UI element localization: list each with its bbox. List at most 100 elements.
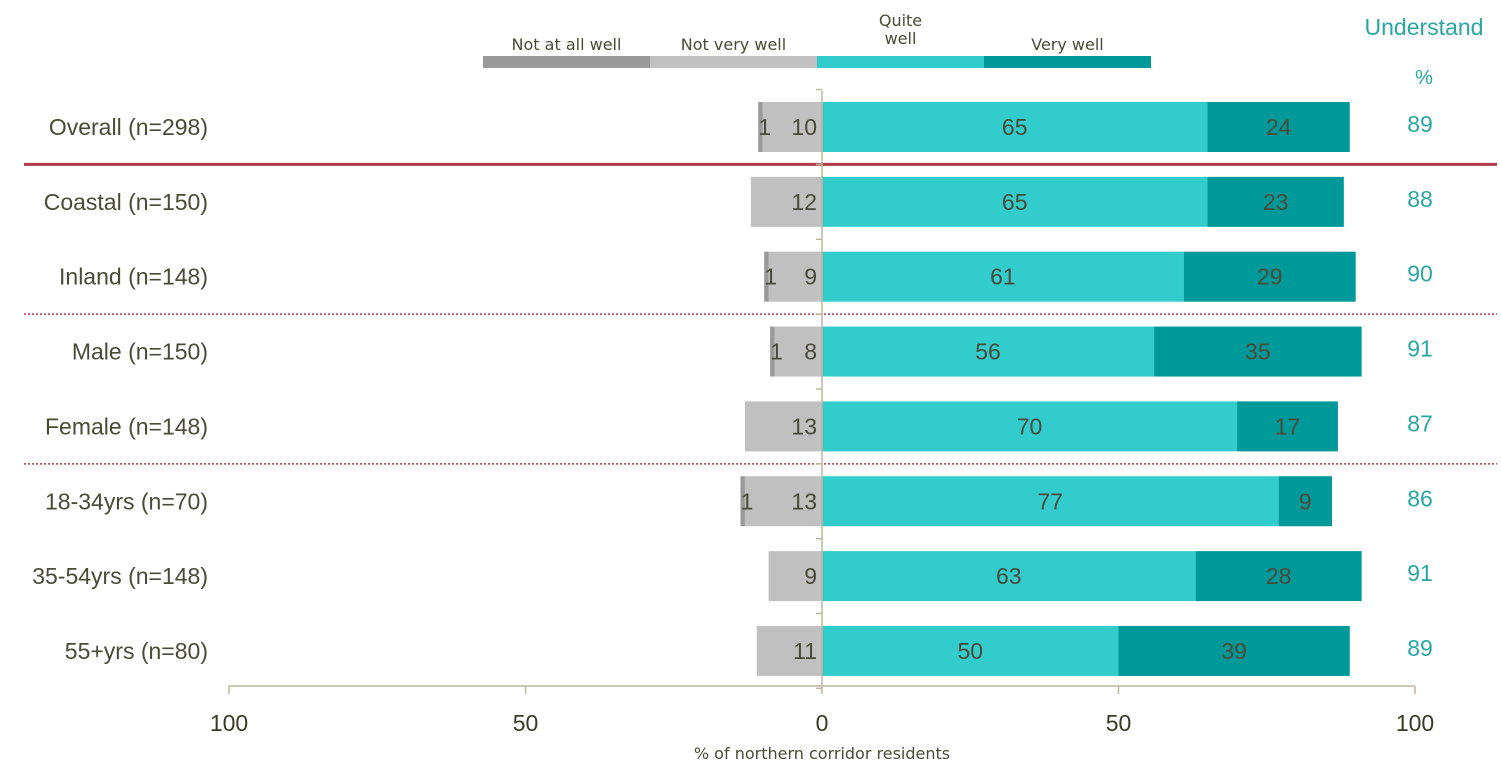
bar-quite-well	[822, 326, 1155, 377]
bar-quite-well	[822, 251, 1184, 302]
understand-value: 87	[1407, 410, 1433, 436]
bar-not-at-all-well	[740, 476, 745, 527]
label-quite-well: 70	[1017, 413, 1043, 439]
category-label: Female (n=148)	[45, 413, 208, 439]
label-very-well: 24	[1266, 114, 1292, 140]
category-label: Coastal (n=150)	[44, 189, 208, 215]
bar-quite-well	[822, 625, 1119, 676]
category-label: 35-54yrs (n=148)	[32, 563, 208, 589]
bar-row: Female (n=148) 13 70 17 87	[45, 401, 1433, 452]
label-very-well: 35	[1245, 339, 1271, 365]
bar-row: Male (n=150) 81 56 35 91	[72, 326, 1433, 377]
bar-very-well	[1207, 176, 1344, 227]
x-tick-label: 0	[816, 710, 829, 736]
category-label: 18-34yrs (n=70)	[45, 488, 208, 514]
label-very-well: 23	[1263, 189, 1289, 215]
bar-not-very-well	[744, 401, 822, 452]
bar-not-very-well	[768, 551, 822, 602]
label-not-at-all-well: 1	[758, 114, 771, 140]
label-not-very-well: 9	[804, 264, 817, 290]
bar-very-well	[1195, 551, 1362, 602]
label-quite-well: 61	[990, 264, 1016, 290]
bar-quite-well	[822, 551, 1196, 602]
x-axis-label: % of northern corridor residents	[694, 744, 950, 763]
label-quite-well: 65	[1002, 114, 1028, 140]
bar-quite-well	[822, 476, 1279, 527]
x-tick-label: 100	[210, 710, 248, 736]
understand-header: Understand %	[1365, 14, 1484, 89]
bar-not-very-well	[756, 625, 822, 676]
category-label: Inland (n=148)	[59, 264, 208, 290]
understand-value: 90	[1407, 261, 1433, 287]
legend-swatch-0	[483, 56, 650, 68]
label-quite-well: 50	[957, 638, 983, 664]
bar-not-very-well	[774, 326, 822, 377]
legend-label-2-1: well	[885, 29, 917, 48]
bar-row: Inland (n=148) 9 1 61 29 90	[59, 251, 1433, 302]
label-very-well: 39	[1221, 638, 1247, 664]
legend-label-0: Not at all well	[512, 35, 622, 54]
axes: 100 50 0 50 100	[210, 88, 1434, 736]
x-tick-label: 50	[1106, 710, 1132, 736]
understand-unit: %	[1415, 67, 1433, 89]
bar-row: 18-34yrs (n=70) 13 1 77 9 86	[45, 476, 1433, 527]
label-not-very-well: 11	[793, 638, 817, 664]
label-not-very-well: 12	[791, 189, 817, 215]
category-label: Male (n=150)	[72, 339, 208, 365]
bar-quite-well	[822, 102, 1208, 152]
label-quite-well: 77	[1038, 488, 1064, 514]
understand-title: Understand	[1365, 14, 1484, 40]
legend-label-2-0: Quite	[879, 11, 922, 30]
legend-label-1: Not very well	[681, 35, 786, 54]
bar-row: 55+yrs (n=80) 11 50 39 89	[65, 625, 1433, 676]
legend-swatch-2	[817, 56, 984, 68]
understand-value: 86	[1407, 485, 1433, 511]
bar-row: Overall (n=298) 10 1 65 24 89	[49, 102, 1433, 152]
understand-value: 91	[1407, 336, 1433, 362]
bar-quite-well	[822, 401, 1238, 452]
bar-not-very-well	[762, 102, 822, 152]
label-very-well: 28	[1266, 563, 1292, 589]
bar-not-very-well	[750, 176, 822, 227]
label-quite-well: 65	[1002, 189, 1028, 215]
bar-very-well	[1154, 326, 1362, 377]
label-not-very-well: 8	[804, 339, 817, 365]
label-very-well: 9	[1299, 488, 1312, 514]
label-not-very-well: 9	[804, 563, 817, 589]
legend-swatch-3	[984, 56, 1151, 68]
x-tick-label: 100	[1396, 710, 1434, 736]
label-very-well: 29	[1257, 264, 1283, 290]
bar-very-well	[1207, 102, 1350, 152]
understand-value: 89	[1407, 635, 1433, 661]
bar-not-very-well	[744, 476, 822, 527]
bar-very-well	[1278, 476, 1332, 527]
bar-very-well	[1183, 251, 1356, 302]
bar-not-very-well	[768, 251, 822, 302]
label-not-very-well: 13	[791, 488, 817, 514]
bar-not-at-all-well	[770, 326, 775, 377]
label-quite-well: 56	[975, 339, 1001, 365]
legend-label-3: Very well	[1031, 35, 1104, 54]
bar-not-at-all-well	[758, 102, 763, 152]
label-not-at-all-well: 1	[741, 488, 754, 514]
label-very-well: 17	[1275, 413, 1301, 439]
bar-row: Coastal (n=150) 12 65 23 88	[44, 176, 1433, 227]
separators	[24, 162, 1497, 465]
understand-value: 91	[1407, 560, 1433, 586]
understand-value: 88	[1407, 186, 1433, 212]
category-label: Overall (n=298)	[49, 114, 208, 140]
bar-very-well	[1118, 625, 1350, 676]
bar-very-well	[1237, 401, 1338, 452]
label-not-at-all-well: 1	[764, 264, 777, 290]
x-tick-label: 50	[513, 710, 539, 736]
bar-quite-well	[822, 176, 1208, 227]
legend-swatch-1	[650, 56, 817, 68]
label-quite-well: 63	[996, 563, 1022, 589]
label-not-very-well: 13	[791, 413, 817, 439]
label-not-very-well: 10	[791, 114, 817, 140]
bar-not-at-all-well	[764, 251, 769, 302]
label-not-at-all-well: 1	[770, 339, 783, 365]
